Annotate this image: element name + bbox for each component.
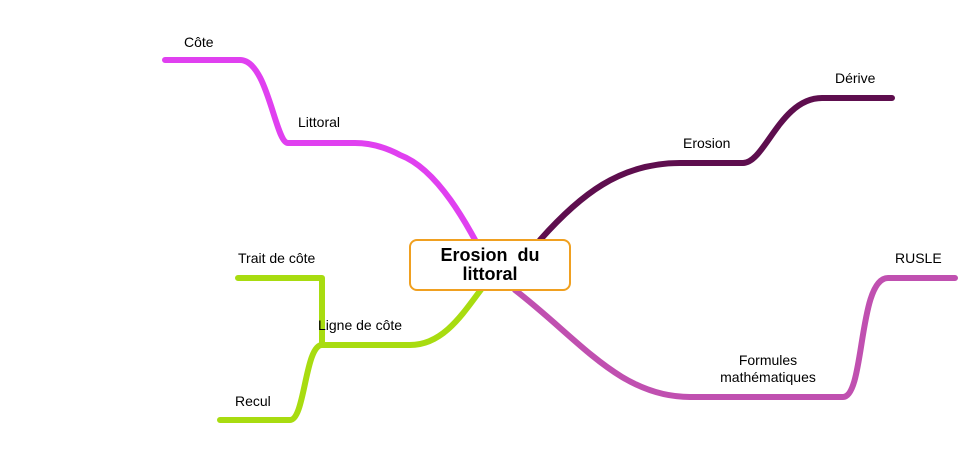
node-littoral-label[interactable]: Littoral (298, 114, 340, 130)
node-recul-label[interactable]: Recul (235, 393, 271, 409)
node-derive-label[interactable]: Dérive (835, 70, 876, 86)
node-cote-label[interactable]: Côte (184, 34, 214, 50)
branch-erosion[interactable] (537, 95, 895, 243)
central-topic-line1: Erosion du (440, 245, 540, 265)
node-rusle-label[interactable]: RUSLE (895, 250, 942, 266)
branch-trait-de-cote[interactable] (235, 275, 325, 348)
central-topic[interactable]: Erosion du littoral (409, 239, 571, 291)
central-topic-line2: littoral (462, 264, 518, 284)
node-trait-de-cote-label[interactable]: Trait de côte (238, 250, 316, 266)
node-formules-label-line2[interactable]: mathématiques (720, 369, 816, 385)
branch-recul[interactable] (217, 342, 325, 423)
branch-littoral[interactable] (162, 57, 493, 271)
branch-formules[interactable] (512, 275, 958, 400)
node-erosion-label[interactable]: Erosion (683, 135, 730, 151)
node-ligne-de-cote-label[interactable]: Ligne de côte (318, 317, 402, 333)
node-formules-label-line1[interactable]: Formules (739, 352, 797, 368)
